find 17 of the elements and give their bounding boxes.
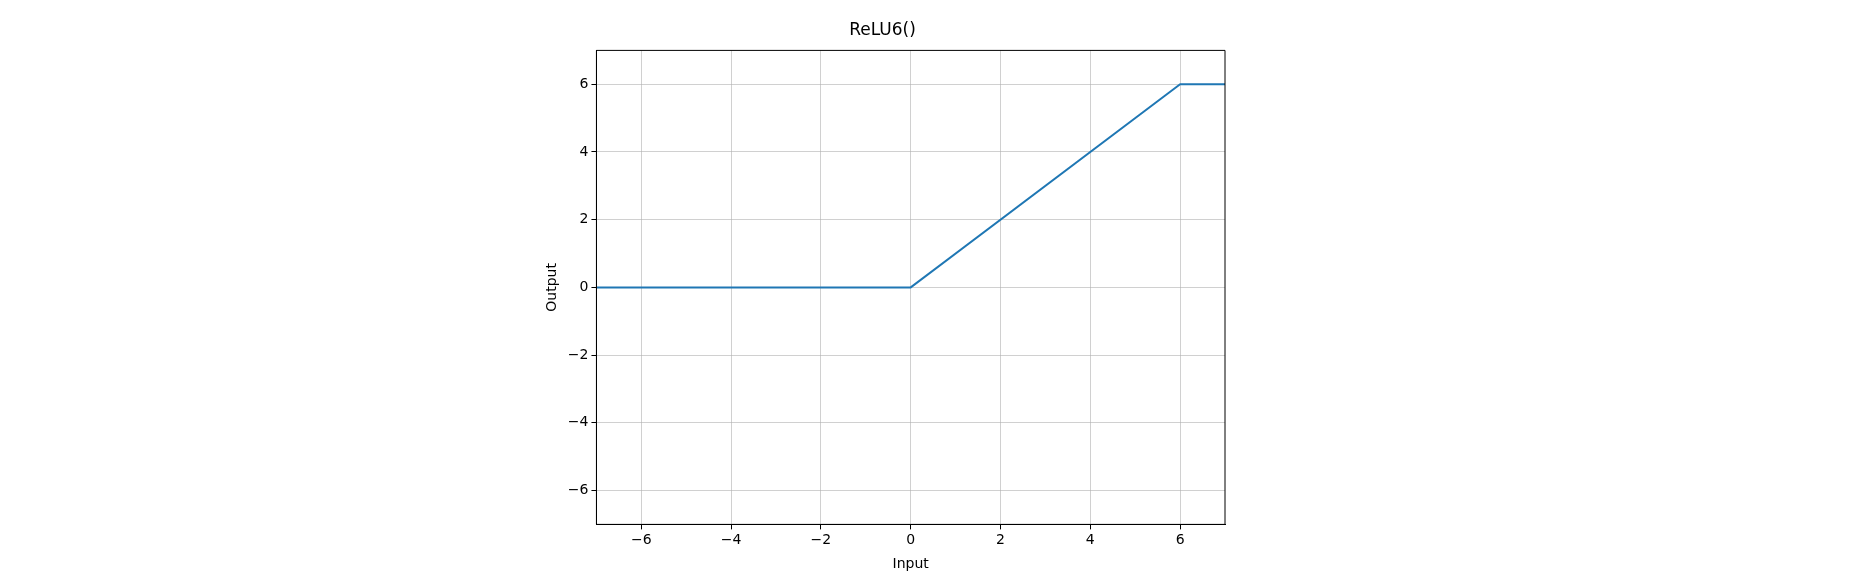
- x-tick-label: 0: [906, 531, 916, 548]
- y-tick-label: 0: [579, 278, 589, 295]
- x-tick-label: −2: [810, 531, 832, 548]
- y-tick-label: 6: [579, 74, 589, 91]
- x-tick-label: 4: [1085, 531, 1095, 548]
- x-tick-label: 2: [996, 531, 1005, 548]
- y-axis-title: Output: [543, 262, 560, 312]
- y-tick-label: 2: [579, 210, 589, 227]
- y-tick-label: −6: [567, 481, 589, 498]
- y-tick-label: −4: [567, 413, 589, 430]
- x-tick-label: −4: [720, 531, 742, 548]
- y-tick-label: −2: [567, 345, 589, 362]
- y-tick-label: 4: [579, 142, 589, 159]
- x-axis-title: Input: [892, 555, 930, 572]
- x-tick-label: −6: [631, 531, 652, 548]
- chart-title: ReLU6(): [849, 18, 916, 39]
- x-tick-label: 6: [1175, 531, 1185, 548]
